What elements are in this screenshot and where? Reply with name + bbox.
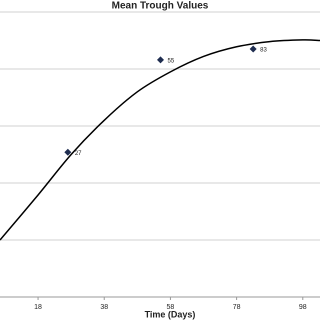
x-axis-label: Time (Days) bbox=[145, 309, 196, 319]
x-tick-label: 78 bbox=[233, 304, 241, 311]
point-label: 27 bbox=[75, 151, 82, 157]
data-point bbox=[249, 45, 257, 53]
point-label: 83 bbox=[260, 48, 267, 54]
x-tick-label: 38 bbox=[100, 304, 108, 311]
data-point bbox=[64, 148, 72, 156]
x-tick-label: 98 bbox=[299, 304, 307, 311]
x-tick-label: 58 bbox=[167, 304, 175, 311]
x-tick-label: 18 bbox=[34, 304, 42, 311]
trendline bbox=[0, 39, 320, 241]
data-point bbox=[156, 56, 164, 64]
chart-title: Mean Trough Values bbox=[112, 1, 209, 12]
point-label: 55 bbox=[167, 58, 174, 64]
